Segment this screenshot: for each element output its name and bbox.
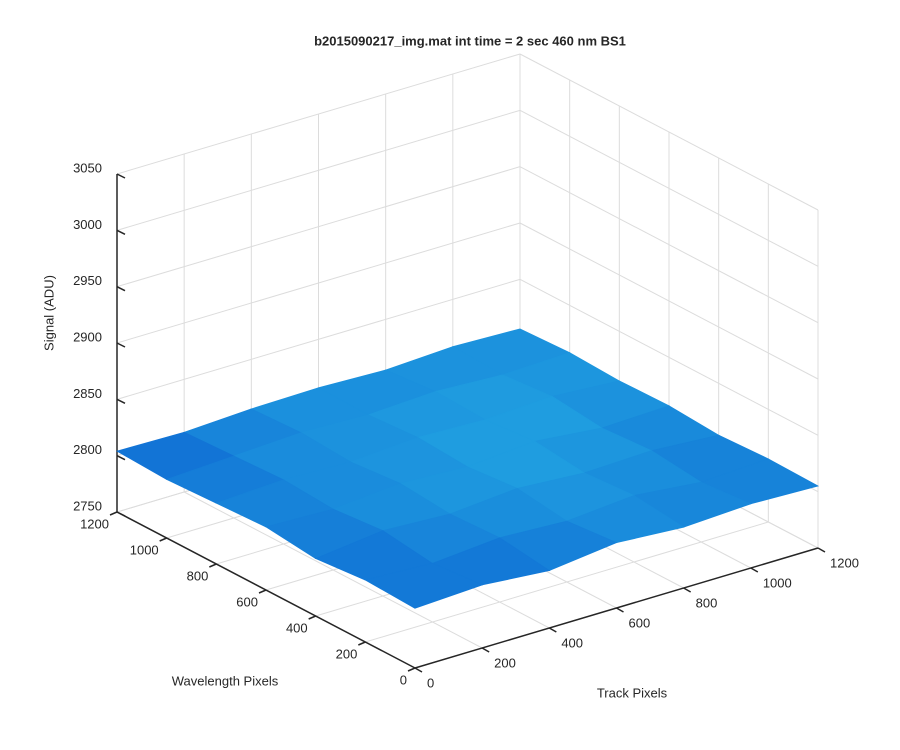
y-axis-label: Wavelength Pixels [172,673,279,688]
grid-line [519,222,819,380]
z-tick [116,285,126,292]
x-tick-label: 0 [427,675,434,690]
x-tick [750,567,759,573]
z-tick-label: 2900 [73,329,102,344]
chart-title: b2015090217_img.mat int time = 2 sec 460… [314,33,626,48]
axes [109,173,826,673]
grid-line [519,53,819,211]
y-tick [358,641,366,646]
y-tick-label: 600 [236,594,258,609]
surface-cell [364,562,484,609]
y-tick [308,615,316,620]
x-tick [414,667,423,673]
y-tick-label: 1200 [80,516,109,531]
x-tick [616,607,624,613]
y-tick-label: 0 [400,672,407,687]
grid-line [116,53,521,175]
z-axis-label: Signal (ADU) [41,275,56,351]
z-tick-label: 2800 [73,442,102,457]
x-tick-label: 200 [494,655,516,670]
z-tick-label: 3000 [73,217,102,232]
z-tick [116,511,126,517]
z-tick [116,342,126,348]
z-tick [116,454,126,461]
z-tick-label: 3050 [73,160,102,175]
grid-line [116,222,521,344]
z-tick-label: 2850 [73,386,102,401]
x-tick [548,627,557,633]
z-tick [116,173,126,179]
y-tick-label: 200 [336,646,358,661]
grid-line [519,278,819,436]
y-tick [109,511,118,516]
x-tick-label: 400 [561,635,583,650]
grid-line [365,521,769,643]
x-tick [817,547,826,553]
x-tick-label: 1200 [830,555,859,570]
grid-line [519,166,819,324]
z-tick-label: 2750 [73,498,102,513]
z-tick [116,229,126,236]
y-tick-label: 400 [286,620,308,635]
x-tick-label: 800 [696,595,718,610]
x-tick-label: 1000 [763,575,792,590]
z-tick-label: 2950 [73,273,102,288]
y-tick [209,563,217,568]
grid-line [519,109,819,267]
x-tick [683,587,692,593]
x-tick-label: 600 [629,615,651,630]
surface [115,328,820,609]
y-tick-label: 800 [187,568,209,583]
grid-line [116,166,521,288]
y-tick-label: 1000 [130,542,159,557]
grid-line [116,278,521,400]
labels: 0 200 400 600 800 1000 1200 0 200 400 600 800 1000 12… [73,160,859,690]
y-tick [159,537,167,542]
y-tick [407,667,416,672]
x-axis-label: Track Pixels [597,685,668,700]
y-tick [258,589,267,594]
z-tick [116,398,126,405]
x-tick [481,647,490,653]
grid-line [116,109,521,231]
